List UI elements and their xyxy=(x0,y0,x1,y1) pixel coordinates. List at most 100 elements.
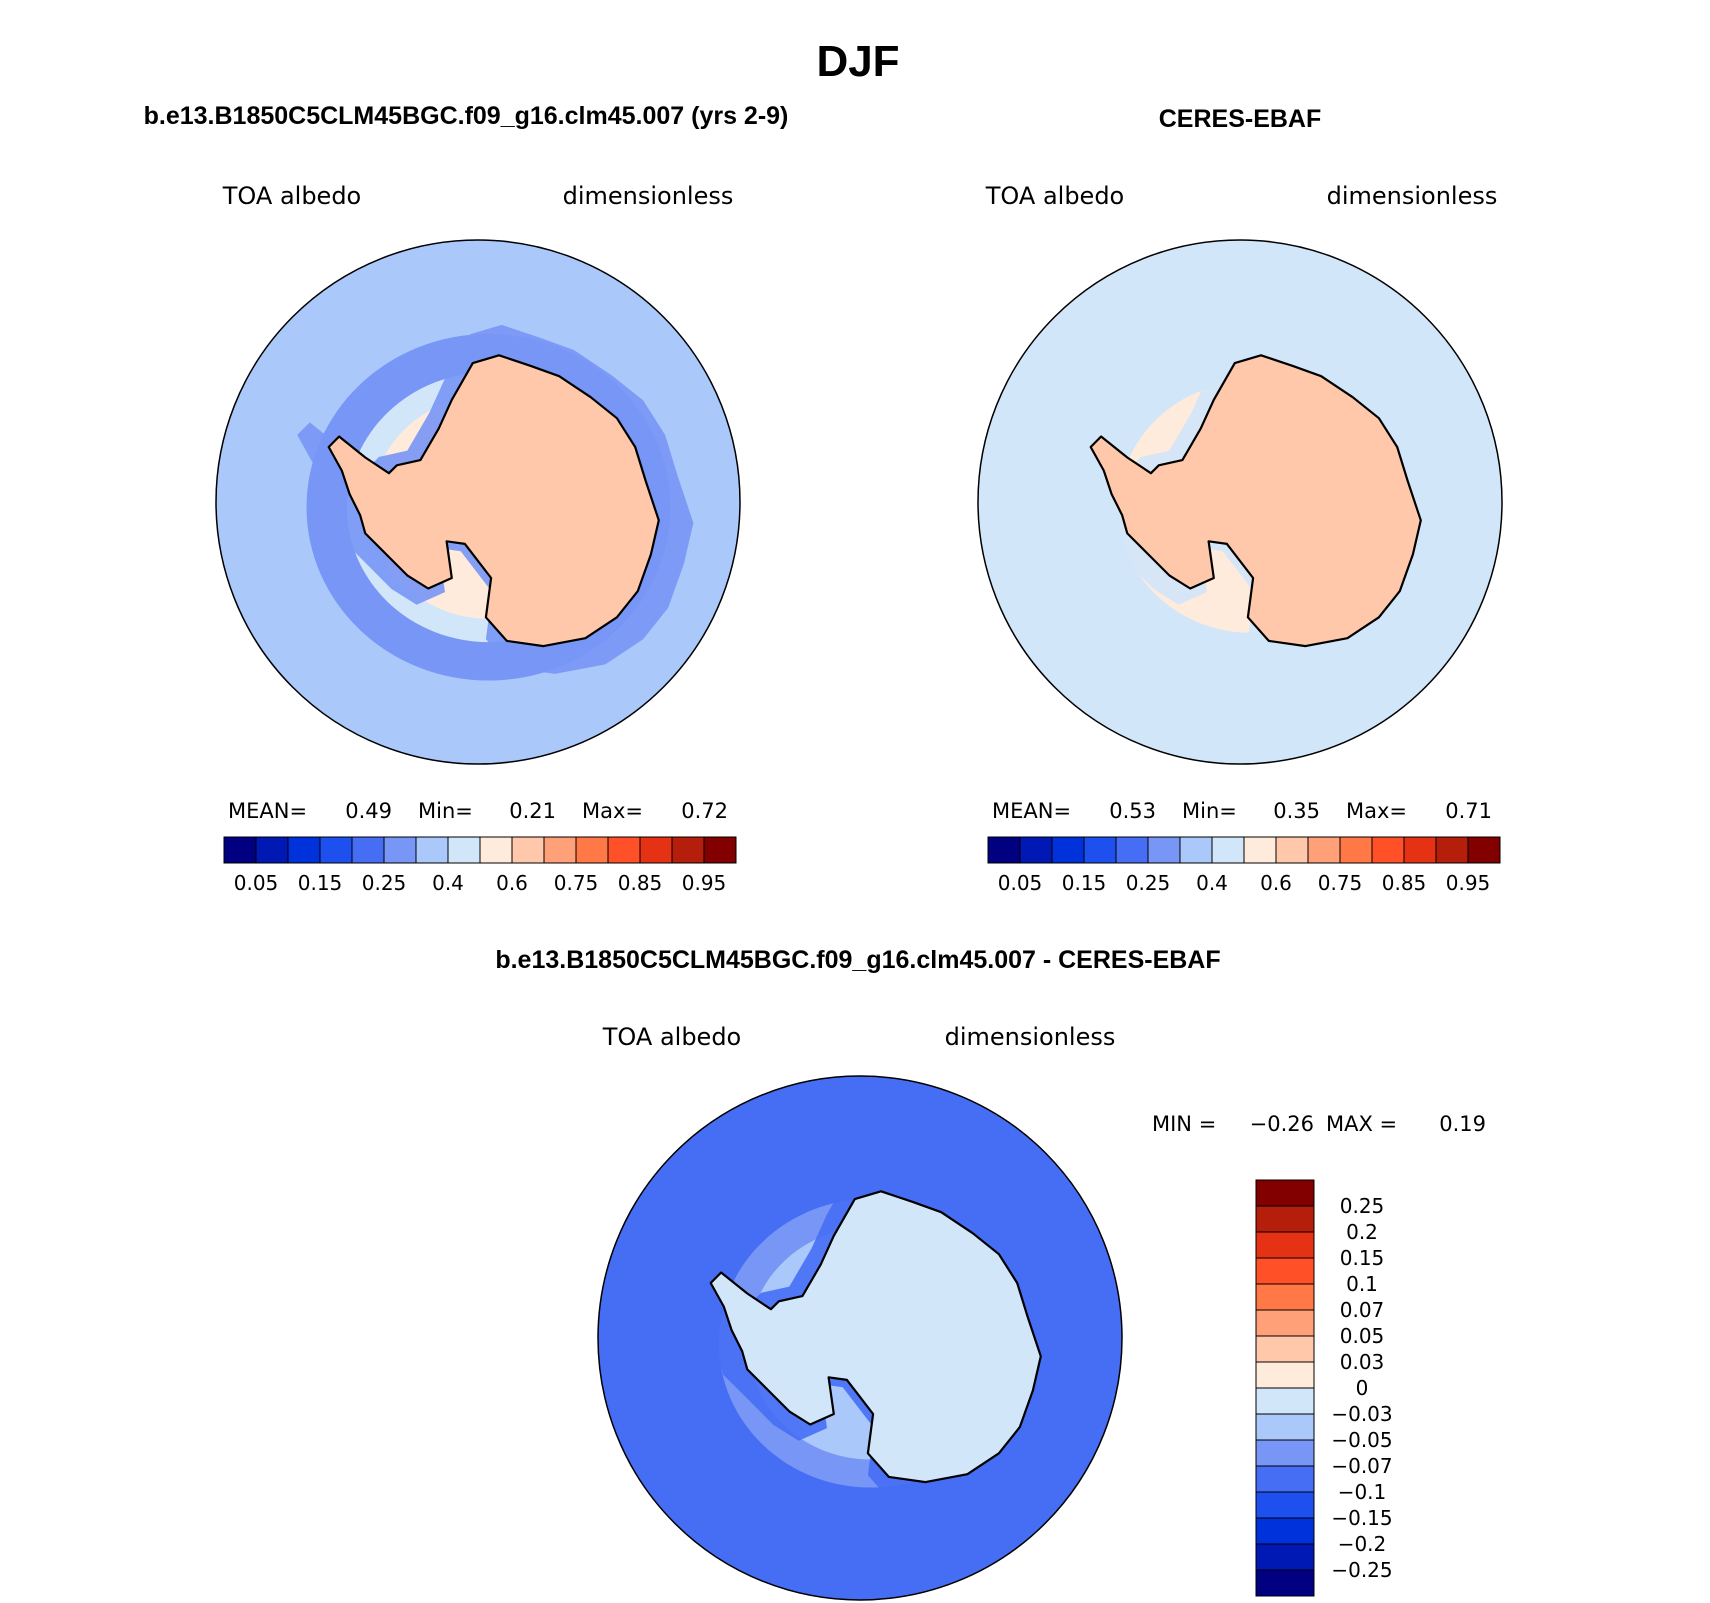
panel-model-max-value: 0.72 xyxy=(681,799,728,823)
panel-diff-left-label: TOA albedo xyxy=(602,1023,741,1051)
obs-colorbar-box-7 xyxy=(1211,836,1245,864)
model-colorbar-box-15 xyxy=(703,836,737,864)
model-colorbar-box-2 xyxy=(287,836,321,864)
panel-diff-max-label: MAX = xyxy=(1326,1112,1397,1136)
model-colorbar-label-6: 0.85 xyxy=(618,871,663,895)
obs-colorbar-box-11 xyxy=(1339,836,1373,864)
model-colorbar-label-2: 0.25 xyxy=(362,871,407,895)
diff-colorbar-box-2 xyxy=(1255,1231,1315,1259)
panel-model-min-value: 0.21 xyxy=(509,799,556,823)
model-antarctica-coastline xyxy=(327,354,660,648)
model-colorbar-box-1 xyxy=(255,836,289,864)
model-colorbar-box-7 xyxy=(447,836,481,864)
obs-colorbar-box-1 xyxy=(1019,836,1053,864)
obs-colorbar-label-1: 0.15 xyxy=(1062,871,1107,895)
model-colorbar-box-3 xyxy=(319,836,353,864)
panel-obs-mean-value: 0.53 xyxy=(1109,799,1156,823)
obs-colorbar-box-3 xyxy=(1083,836,1117,864)
diff-colorbar-box-9 xyxy=(1255,1413,1315,1441)
diff-colorbar-label-13: −0.2 xyxy=(1338,1532,1387,1556)
diff-colorbar-label-3: 0.1 xyxy=(1346,1272,1378,1296)
diff-antarctica-coastline xyxy=(709,1190,1042,1484)
model-colorbar-box-5 xyxy=(383,836,417,864)
panel-diff-right-label: dimensionless xyxy=(945,1023,1116,1051)
diff-colorbar-box-1 xyxy=(1255,1205,1315,1233)
model-colorbar-box-0 xyxy=(223,836,257,864)
diff-colorbar-label-14: −0.25 xyxy=(1331,1558,1392,1582)
panel-obs-right-label: dimensionless xyxy=(1327,182,1498,210)
panel-model-max-label: Max= xyxy=(582,799,643,823)
obs-colorbar-label-5: 0.75 xyxy=(1318,871,1363,895)
obs-colorbar-box-8 xyxy=(1243,836,1277,864)
obs-colorbar-box-6 xyxy=(1179,836,1213,864)
model-colorbar-box-4 xyxy=(351,836,385,864)
model-colorbar-box-14 xyxy=(671,836,705,864)
panel-model-title: b.e13.B1850C5CLM45BGC.f09_g16.clm45.007 … xyxy=(144,102,789,130)
diff-colorbar-box-12 xyxy=(1255,1491,1315,1519)
panel-model-left-label: TOA albedo xyxy=(222,182,361,210)
diff-colorbar-label-12: −0.15 xyxy=(1331,1506,1392,1530)
diff-colorbar-box-5 xyxy=(1255,1309,1315,1337)
model-colorbar-label-3: 0.4 xyxy=(432,871,464,895)
obs-colorbar-label-6: 0.85 xyxy=(1382,871,1427,895)
colorbar-model: 0.05 0.15 0.25 0.4 0.6 0.75 0.85 0.95 xyxy=(223,836,737,895)
panel-diff-min-label: MIN = xyxy=(1152,1112,1216,1136)
diff-colorbar-box-13 xyxy=(1255,1517,1315,1545)
model-colorbar-box-10 xyxy=(543,836,577,864)
panel-diff-max-value: 0.19 xyxy=(1439,1112,1486,1136)
model-colorbar-label-1: 0.15 xyxy=(298,871,343,895)
obs-colorbar-box-5 xyxy=(1147,836,1181,864)
model-colorbar-box-11 xyxy=(575,836,609,864)
panel-model-mean-label: MEAN= xyxy=(228,799,307,823)
diff-colorbar-label-9: −0.05 xyxy=(1331,1428,1392,1452)
panel-model: b.e13.B1850C5CLM45BGC.f09_g16.clm45.007 … xyxy=(144,102,789,895)
panel-obs-min-value: 0.35 xyxy=(1273,799,1320,823)
obs-colorbar-box-9 xyxy=(1275,836,1309,864)
obs-colorbar-box-4 xyxy=(1115,836,1149,864)
obs-colorbar-label-7: 0.95 xyxy=(1446,871,1491,895)
model-colorbar-box-13 xyxy=(639,836,673,864)
obs-map-boundary xyxy=(977,239,1503,765)
diff-colorbar-label-6: 0.03 xyxy=(1340,1350,1385,1374)
model-colorbar-box-12 xyxy=(607,836,641,864)
model-map-boundary xyxy=(215,239,741,765)
panel-obs: CERES-EBAF TOA albedo dimensionless MEAN… xyxy=(977,105,1503,895)
panel-obs-title: CERES-EBAF xyxy=(1159,105,1322,133)
diff-colorbar-box-7 xyxy=(1255,1361,1315,1389)
map-diff xyxy=(597,1075,1123,1601)
panel-diff: b.e13.B1850C5CLM45BGC.f09_g16.clm45.007 … xyxy=(495,946,1486,1601)
colorbar-diff: 0.250.20.150.10.070.050.030−0.03−0.05−0.… xyxy=(1255,1179,1393,1597)
obs-colorbar-label-3: 0.4 xyxy=(1196,871,1228,895)
model-colorbar-box-6 xyxy=(415,836,449,864)
diff-colorbar-box-11 xyxy=(1255,1465,1315,1493)
diff-colorbar-label-8: −0.03 xyxy=(1331,1402,1392,1426)
obs-colorbar-box-2 xyxy=(1051,836,1085,864)
diff-colorbar-label-11: −0.1 xyxy=(1338,1480,1387,1504)
diff-colorbar-box-14 xyxy=(1255,1543,1315,1571)
map-model xyxy=(215,239,741,765)
obs-colorbar-label-0: 0.05 xyxy=(998,871,1043,895)
map-obs xyxy=(977,239,1503,765)
model-colorbar-label-0: 0.05 xyxy=(234,871,279,895)
model-colorbar-box-8 xyxy=(479,836,513,864)
diff-colorbar-box-6 xyxy=(1255,1335,1315,1363)
obs-colorbar-box-13 xyxy=(1403,836,1437,864)
panel-obs-mean-label: MEAN= xyxy=(992,799,1071,823)
obs-colorbar-box-12 xyxy=(1371,836,1405,864)
diff-colorbar-label-5: 0.05 xyxy=(1340,1324,1385,1348)
obs-colorbar-label-4: 0.6 xyxy=(1260,871,1292,895)
figure-title: DJF xyxy=(816,37,899,86)
diff-colorbar-box-8 xyxy=(1255,1387,1315,1415)
diff-colorbar-box-4 xyxy=(1255,1283,1315,1311)
diff-colorbar-box-15 xyxy=(1255,1569,1315,1597)
model-colorbar-label-4: 0.6 xyxy=(496,871,528,895)
panel-diff-title: b.e13.B1850C5CLM45BGC.f09_g16.clm45.007 … xyxy=(495,946,1220,974)
diff-colorbar-label-0: 0.25 xyxy=(1340,1194,1385,1218)
panel-obs-max-label: Max= xyxy=(1346,799,1407,823)
diff-colorbar-box-0 xyxy=(1255,1179,1315,1207)
diff-colorbar-label-1: 0.2 xyxy=(1346,1220,1378,1244)
panel-obs-left-label: TOA albedo xyxy=(985,182,1124,210)
diff-colorbar-label-10: −0.07 xyxy=(1331,1454,1392,1478)
diff-map-boundary xyxy=(597,1075,1123,1601)
